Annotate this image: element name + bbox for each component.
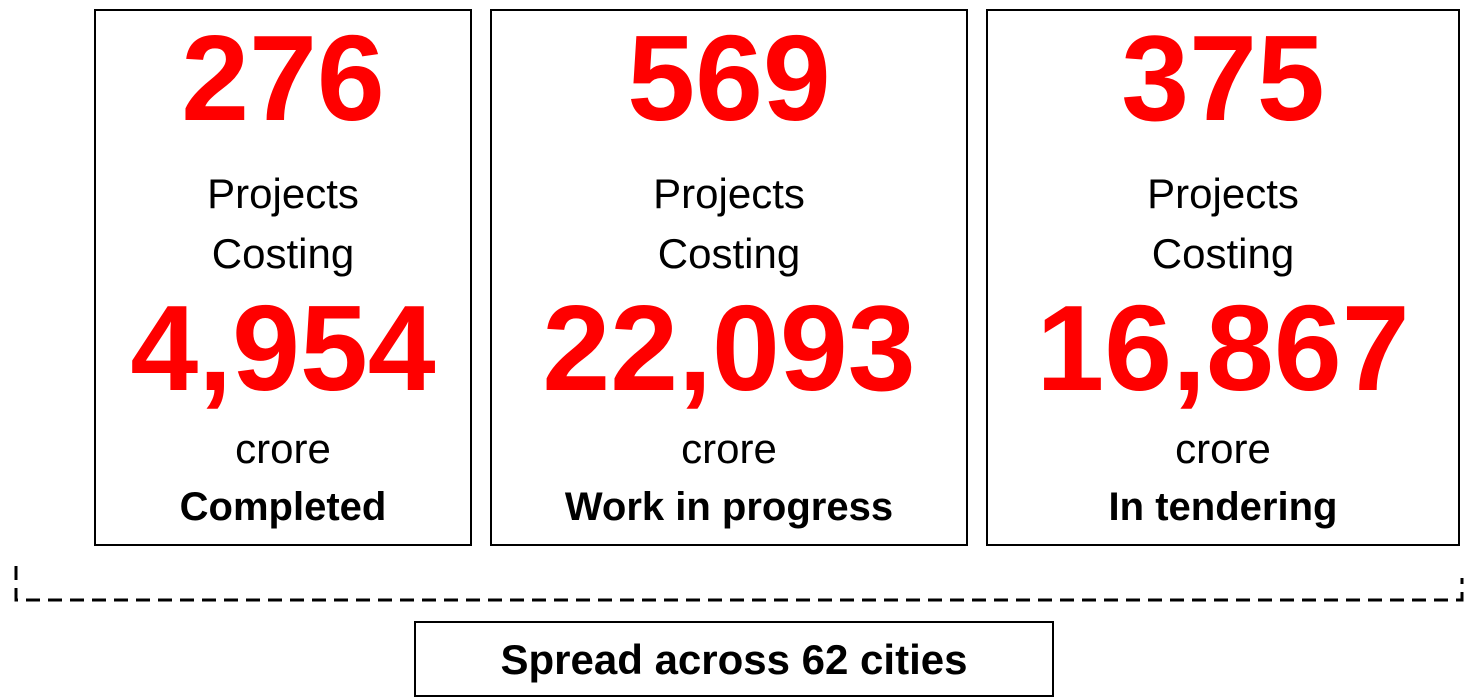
amount: 22,093: [542, 280, 915, 416]
label: Costing: [212, 230, 354, 277]
project-count: 276: [181, 10, 385, 146]
unit: crore: [235, 425, 331, 472]
amount: 16,867: [1036, 280, 1409, 416]
label: Projects: [653, 170, 805, 217]
unit: crore: [1175, 425, 1271, 472]
label: Projects: [1147, 170, 1299, 217]
card: [490, 9, 968, 546]
status: Completed: [180, 485, 387, 529]
project-count: 375: [1121, 10, 1325, 146]
bracket: [14, 566, 1464, 602]
card: [986, 9, 1460, 546]
label: Projects: [207, 170, 359, 217]
label: Costing: [658, 230, 800, 277]
card: [94, 9, 472, 546]
label: Costing: [1152, 230, 1294, 277]
unit: crore: [681, 425, 777, 472]
project-count: 569: [627, 10, 831, 146]
footer-box: [414, 621, 1054, 697]
footer-text: Spread across 62 cities: [501, 636, 968, 683]
status: Work in progress: [565, 485, 893, 529]
amount: 4,954: [130, 280, 435, 416]
status: In tendering: [1109, 485, 1338, 529]
